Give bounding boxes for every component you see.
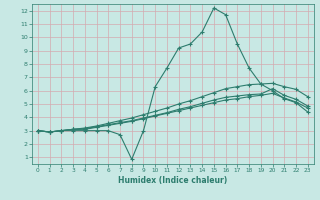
X-axis label: Humidex (Indice chaleur): Humidex (Indice chaleur) [118,176,228,185]
